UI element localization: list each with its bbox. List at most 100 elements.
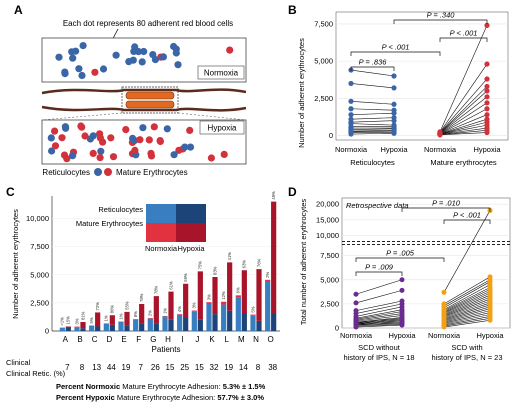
hypoxia-cell-dot	[109, 153, 118, 161]
c-ytick-label: 7,500	[30, 242, 49, 251]
d-group-ips: SCD with history of IPS, N = 23	[431, 343, 502, 362]
reticulocyte-hypoxia-point	[391, 130, 397, 136]
normoxia-cell-dot	[69, 54, 77, 62]
normoxia-cell-dot	[172, 49, 180, 57]
hypoxia-cell-dot	[156, 137, 164, 146]
percent-normoxic-value: 5.3% ± 1.5%	[223, 382, 266, 391]
patient-label: E	[121, 335, 126, 344]
panel-a-letter: A	[14, 3, 23, 17]
reticulocyte-normoxia-point	[348, 106, 354, 112]
legend-norm-ret	[146, 204, 176, 223]
b-p-mat-label: P < .001	[450, 29, 478, 38]
no-ips-pair-line	[355, 318, 403, 323]
mature-hypoxia-point	[484, 94, 490, 100]
ips-pair-line	[443, 292, 491, 314]
normoxia-dots	[55, 42, 234, 80]
mature-pair-line	[439, 86, 488, 134]
hypoxia-cell-dot	[77, 122, 85, 130]
bar-normoxia-mature	[147, 318, 153, 319]
hypoxia-cell-dot	[107, 134, 115, 142]
mature-pair-line	[439, 78, 488, 133]
hypoxia-percent-label: 78%	[154, 285, 159, 294]
panel-c: C Number of adherent erythrocytes 0 2,500…	[6, 185, 280, 402]
patient-label: D	[106, 335, 112, 344]
mature-hypoxia-point	[484, 76, 490, 82]
mature-pair-line	[439, 130, 488, 135]
patient-label: A	[63, 335, 69, 344]
normoxia-percent-label: 3%	[192, 302, 197, 308]
ips-pair-line	[443, 287, 491, 311]
hypoxia-percent-label: 55%	[124, 301, 129, 310]
mature-hypoxia-point	[484, 83, 490, 90]
panel-b: B Number of adherent erythrocytes 0 2,500…	[288, 3, 509, 167]
panel-c-yticks: 0 2,500 5,000 7,500 10,000	[26, 214, 49, 336]
hypoxia-percent-label: 86%	[110, 305, 115, 314]
bar-hypoxia-reticulocytes	[168, 319, 174, 331]
hypoxia-cell-dot	[122, 126, 130, 134]
hypoxia-percent-label: 69%	[183, 273, 188, 282]
reticulocyte-pair-line	[350, 130, 395, 132]
ips-pair-line	[443, 276, 491, 305]
normoxia-cell-dot	[55, 53, 63, 61]
d-ytick-label: 15,000	[316, 215, 339, 224]
normoxia-cell-dot	[112, 51, 120, 59]
d-ytick-label: 0	[335, 324, 339, 333]
ips-pair-line	[443, 310, 491, 323]
bar-normoxia-mature	[221, 301, 227, 305]
zoom-line-right	[177, 112, 247, 121]
hypoxia-percent-label: 15%	[66, 316, 71, 325]
d-p-ips-label: P < .001	[453, 211, 481, 220]
normoxia-cell-dot	[78, 71, 86, 80]
no-ips-pair-line	[355, 303, 403, 314]
ips-pair-line	[443, 306, 491, 321]
bar-normoxia-reticulocytes	[147, 318, 153, 331]
bar-hypoxia-mature	[139, 304, 145, 324]
ips-normoxia-point	[441, 324, 447, 330]
clinical-retic-value: 15	[166, 363, 175, 372]
ips-pair-line	[443, 319, 491, 328]
normoxia-tag	[197, 65, 245, 80]
bar-normoxia-reticulocytes	[177, 314, 183, 331]
bar-hypoxia-reticulocytes	[124, 325, 130, 331]
no-ips-pair-line	[355, 324, 403, 328]
legend-reticulocyte-dot	[94, 168, 102, 176]
ips-normoxia-point	[441, 289, 447, 295]
ips-pair-line	[443, 312, 491, 324]
no-ips-pair-line	[355, 320, 403, 325]
bar-hypoxia-reticulocytes	[212, 314, 218, 331]
no-ips-normoxia-point	[353, 291, 359, 297]
d-group-no-ips: SCD without history of IPS, N = 18	[343, 343, 414, 362]
normoxia-cell-dot	[138, 58, 146, 66]
d-xtick-2: Normoxia	[428, 331, 461, 340]
no-ips-hypoxia-point	[399, 287, 405, 293]
panel-b-gridlines	[336, 23, 508, 136]
no-ips-pair-line	[355, 317, 403, 323]
hypoxia-cell-dot	[51, 142, 60, 150]
mature-hypoxia-point	[484, 88, 490, 94]
channel-lower	[125, 100, 175, 109]
normoxia-cell-dot	[99, 65, 108, 73]
normoxia-percent-label: 8%	[133, 311, 138, 317]
bar-normoxia-mature	[133, 319, 139, 320]
hypoxia-cell-dot	[58, 134, 66, 142]
clinical-retic-label: Clinical Retic. (%)	[6, 369, 66, 378]
hypoxia-cell-dot	[145, 136, 153, 144]
d-ytick-label: 7,500	[320, 251, 339, 260]
panel-a: A Each dot represents 80 adherent red bl…	[14, 3, 247, 177]
ips-pair-line	[443, 294, 491, 315]
clinical-retic-value: 14	[239, 363, 248, 372]
reticulocyte-hypoxia-point	[391, 73, 397, 79]
normoxia-cell-dot	[131, 43, 139, 51]
bar-hypoxia-mature	[80, 322, 86, 329]
no-ips-pair-line	[355, 323, 403, 327]
bar-normoxia-reticulocytes	[59, 327, 65, 331]
bar-normoxia-mature	[206, 302, 212, 304]
hypoxia-cell-dot	[97, 147, 105, 155]
d-ytick-label: 5,000	[320, 275, 339, 284]
hypoxia-cell-dot	[220, 150, 228, 158]
hypoxia-percent-label: 78%	[139, 293, 144, 302]
b-p-normoxia-label: P < .001	[382, 43, 410, 52]
normoxia-percent-label: 1%	[162, 308, 167, 314]
bar-hypoxia-mature	[95, 312, 101, 327]
reticulocyte-hypoxia-point	[391, 118, 397, 124]
